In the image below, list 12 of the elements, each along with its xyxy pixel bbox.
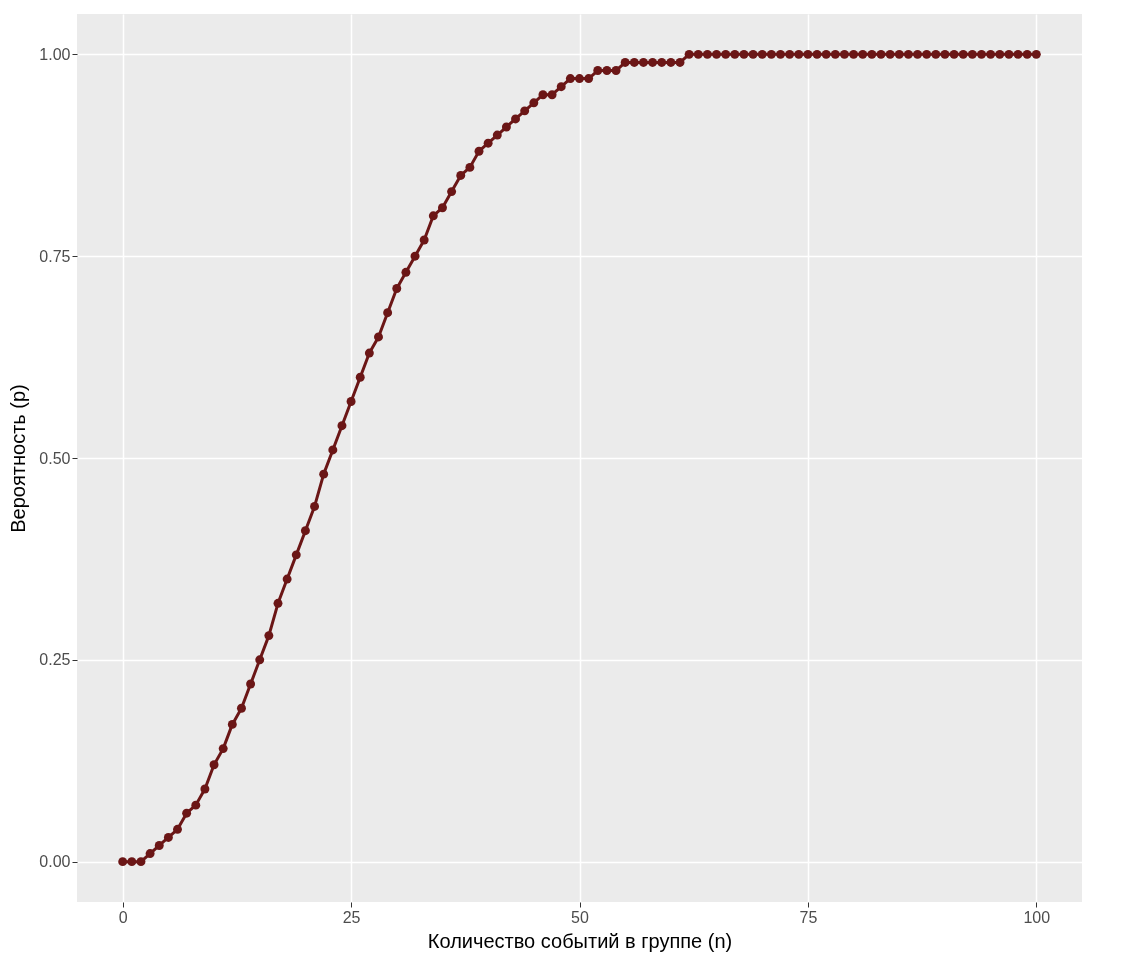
x-axis-title: Количество событий в группе (n) — [427, 929, 733, 952]
x-tick-label: 0 — [118, 908, 128, 926]
y-tick-label: 0.50 — [39, 449, 71, 467]
y-axis-title: Вероятность (p) — [7, 384, 30, 533]
x-tick-label: 50 — [571, 908, 589, 926]
x-tick-label: 25 — [342, 908, 361, 926]
x-tick-label: 100 — [1023, 908, 1051, 926]
y-tick-label: 0.00 — [39, 853, 71, 871]
y-tick-label: 0.25 — [39, 651, 71, 669]
y-tick-label: 0.75 — [39, 247, 71, 265]
y-tick-label: 1.00 — [39, 45, 71, 63]
x-tick-label: 75 — [799, 908, 818, 926]
